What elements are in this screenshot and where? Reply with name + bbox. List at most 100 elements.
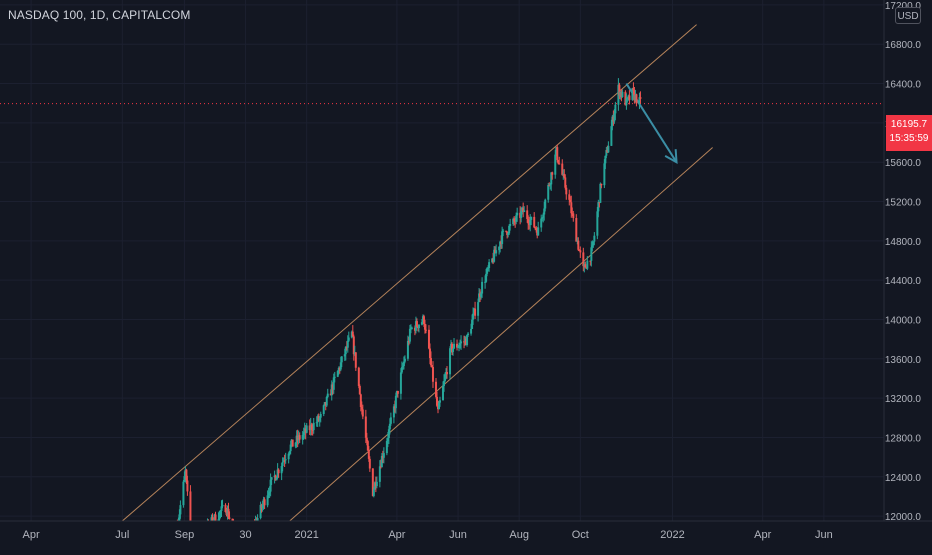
candle-body — [460, 341, 463, 344]
candle-body — [311, 429, 314, 431]
candle-body — [488, 262, 491, 269]
candle-body — [269, 479, 272, 492]
candle-body — [495, 250, 498, 254]
candle-body — [624, 91, 627, 106]
candle-body — [375, 481, 378, 487]
candle-body — [547, 184, 550, 200]
candle-body — [621, 91, 624, 98]
candle-body — [589, 260, 592, 262]
price-axis[interactable]: 12000.0 12400.0 12800.0 13200.0 13600.0 14000… — [883, 0, 932, 550]
candle-body — [353, 352, 356, 355]
candle-body — [507, 233, 510, 235]
candle-body — [522, 207, 525, 213]
candle-body — [436, 405, 439, 410]
candle-body — [275, 477, 278, 481]
candle-body — [464, 338, 467, 342]
candle-body — [371, 468, 374, 496]
candle-body — [491, 258, 494, 263]
candle-body — [179, 505, 182, 515]
currency-badge[interactable]: USD — [895, 7, 921, 24]
candle-body — [631, 88, 634, 100]
candle-body — [261, 504, 264, 509]
price-tick-label: 16800.0 — [885, 40, 922, 51]
candle-body — [400, 367, 403, 373]
candle-body — [604, 155, 607, 164]
candle-body — [523, 210, 526, 213]
candle-body — [502, 230, 505, 232]
candle-body — [301, 434, 304, 440]
candle-body — [506, 231, 509, 235]
candle-body — [520, 211, 523, 218]
candle-body — [498, 246, 501, 251]
candle-body — [571, 213, 574, 215]
candle-body — [283, 460, 286, 462]
candle-body — [274, 475, 277, 481]
candle-body — [424, 329, 427, 331]
candle-body — [541, 217, 544, 219]
candle-body — [379, 466, 382, 468]
candle-body — [471, 319, 474, 329]
candle-body — [620, 91, 623, 98]
candle-body — [345, 346, 348, 348]
candle-body — [625, 98, 628, 106]
candle-body — [562, 173, 565, 175]
candle-body — [413, 327, 416, 331]
candle-body — [354, 352, 357, 368]
candle-body — [478, 293, 481, 303]
candle-body — [331, 384, 334, 390]
symbol-title[interactable]: NASDAQ 100, 1D, CAPITALCOM — [8, 8, 191, 22]
candle-body — [514, 221, 517, 223]
time-tick-label: Jun — [815, 529, 833, 541]
candle-body — [596, 211, 599, 236]
candle-body — [408, 328, 411, 342]
candle-body — [521, 207, 524, 212]
candle-body — [298, 435, 301, 440]
candle-body — [343, 354, 346, 357]
candle-body — [467, 333, 470, 336]
candle-body — [407, 340, 410, 342]
candle-body — [535, 228, 538, 230]
price-tick-label: 17200.0 — [885, 1, 922, 12]
candle-body — [597, 202, 600, 212]
candle-body — [221, 504, 224, 507]
candle-body — [481, 281, 484, 294]
candle-body — [403, 358, 406, 362]
candle-body — [294, 442, 297, 447]
candle-body — [551, 172, 554, 175]
candle-body — [382, 453, 385, 458]
candle-body — [428, 348, 431, 359]
candle-body — [638, 97, 641, 104]
candle-body — [416, 326, 419, 329]
price-tick-label: 12800.0 — [885, 433, 922, 444]
channel-upper-line — [121, 24, 697, 522]
candle-body — [583, 264, 586, 267]
candle-body — [456, 343, 459, 348]
candle-body — [352, 336, 355, 355]
candle-body — [178, 514, 181, 523]
candle-body — [534, 227, 537, 229]
candle-body — [570, 202, 573, 214]
time-axis[interactable]: Apr Jul Sep 30 2021 Apr Jun Aug Oct 2022 Apr Jun — [0, 520, 932, 550]
candle-body — [266, 495, 269, 506]
candle-body — [288, 451, 291, 454]
candle-body — [634, 94, 637, 101]
candle-body — [429, 358, 432, 366]
candle-body — [569, 199, 572, 203]
candle-body — [399, 372, 402, 394]
candle-body — [593, 235, 596, 242]
candle-body — [443, 380, 446, 387]
candle-body — [364, 416, 367, 438]
time-axis-bg — [0, 521, 932, 550]
candle-body — [350, 331, 353, 338]
candle-body — [263, 499, 266, 506]
candle-body — [435, 396, 438, 406]
candle-body — [406, 340, 409, 359]
candle-body — [219, 510, 222, 512]
candle-body — [395, 390, 398, 396]
candle-body — [493, 249, 496, 262]
candle-body — [501, 231, 504, 245]
time-tick-label: Sep — [175, 529, 195, 541]
candle-body — [317, 416, 320, 421]
